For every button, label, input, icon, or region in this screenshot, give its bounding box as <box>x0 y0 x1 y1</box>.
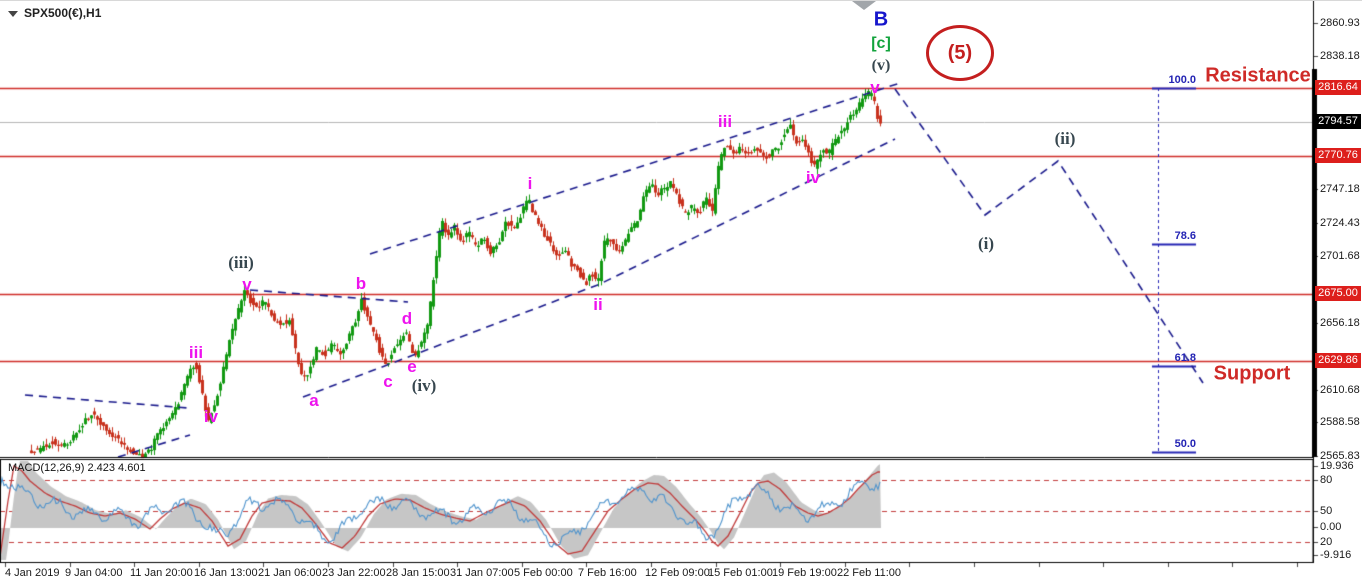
circled-wave-5-label: (5) <box>926 25 994 81</box>
date-label: 22 Feb 11:00 <box>837 567 902 579</box>
date-label: 28 Jan 15:00 <box>386 567 450 579</box>
macd-indicator-label: MACD(12,26,9) 2.423 4.601 <box>8 462 146 474</box>
wave-label-v: v <box>870 78 880 97</box>
date-label: 19 Feb 19:00 <box>772 567 837 579</box>
date-label: 21 Jan 06:00 <box>258 567 322 579</box>
wave-label-B: B <box>873 8 889 31</box>
date-label: 23 Jan 22:00 <box>322 567 386 579</box>
price-tick: 2860.93 <box>1320 17 1360 29</box>
fib-level-label: 78.6 <box>1174 230 1196 242</box>
fib-level-label: 50.0 <box>1174 438 1196 450</box>
price-badge-2629.86: 2629.86 <box>1315 353 1361 368</box>
gray-triangle-marker <box>852 1 876 10</box>
price-tick: 2701.68 <box>1320 250 1360 262</box>
fib-level-label: 61.8 <box>1174 352 1196 364</box>
symbol-dropdown-icon[interactable] <box>8 10 18 17</box>
wave-label-iii: (iii) <box>228 253 254 272</box>
symbol-title: SPX500(€),H1 <box>8 6 101 20</box>
wave-label-iv: iv <box>805 168 821 187</box>
wave-label-a: a <box>309 391 319 410</box>
support-text: Support <box>1213 362 1291 385</box>
macd-tick: 19.936 <box>1320 460 1354 472</box>
wave-label-c-bracket: [c] <box>871 35 891 52</box>
wave-label-iv: (iv) <box>411 376 437 395</box>
date-label: 15 Feb 01:00 <box>708 567 773 579</box>
price-tick: 2565.83 <box>1320 450 1360 462</box>
date-label: 7 Feb 16:00 <box>578 567 637 579</box>
price-badge-2794.57: 2794.57 <box>1315 114 1361 129</box>
symbol-title-label: SPX500(€),H1 <box>24 6 102 20</box>
price-tick: 2656.18 <box>1320 317 1360 329</box>
wave-label-iii: iii <box>717 112 733 131</box>
wave-label-c: c <box>383 372 393 391</box>
wave-label-b: b <box>355 274 367 293</box>
price-badge-2675.00: 2675.00 <box>1315 286 1361 301</box>
wave-label-v: v <box>242 275 252 294</box>
date-label: 16 Jan 13:00 <box>194 567 258 579</box>
macd-tick: 20 <box>1320 536 1333 548</box>
fib-level-label: 100.0 <box>1168 74 1196 86</box>
date-label: 12 Feb 09:00 <box>645 567 710 579</box>
circled-wave-5-text: (5) <box>947 41 973 64</box>
macd-tick: 80 <box>1320 474 1333 486</box>
date-label: 9 Jan 04:00 <box>65 567 123 579</box>
wave-label-iv: iv <box>203 407 219 426</box>
wave-label-ii: ii <box>593 295 603 314</box>
macd-tick: 50 <box>1320 505 1333 517</box>
resistance-text: Resistance <box>1205 64 1311 87</box>
date-label: 4 Jan 2019 <box>5 567 60 579</box>
price-tick: 2610.68 <box>1320 384 1360 396</box>
date-label: 11 Jan 20:00 <box>130 567 193 579</box>
macd-tick: 0.00 <box>1320 521 1342 533</box>
wave-label-ii: (ii) <box>1054 129 1076 148</box>
date-label: 31 Jan 07:00 <box>450 567 514 579</box>
macd-tick: -9.916 <box>1320 549 1352 561</box>
date-label: 5 Feb 00:00 <box>514 567 573 579</box>
wave-label-d: d <box>401 309 413 328</box>
wave-label-iii: iii <box>188 343 204 362</box>
price-tick: 2747.18 <box>1320 183 1360 195</box>
wave-label-i: (i) <box>977 234 995 253</box>
wave-label-v-paren: (v) <box>871 57 891 74</box>
wave-label-i: i <box>527 174 533 193</box>
wave-label-e: e <box>407 357 417 376</box>
price-badge-2816.64: 2816.64 <box>1315 80 1361 95</box>
price-badge-2770.76: 2770.76 <box>1315 148 1361 163</box>
price-tick: 2588.58 <box>1320 416 1360 428</box>
price-tick: 2838.18 <box>1320 50 1360 62</box>
price-tick: 2724.43 <box>1320 217 1360 229</box>
